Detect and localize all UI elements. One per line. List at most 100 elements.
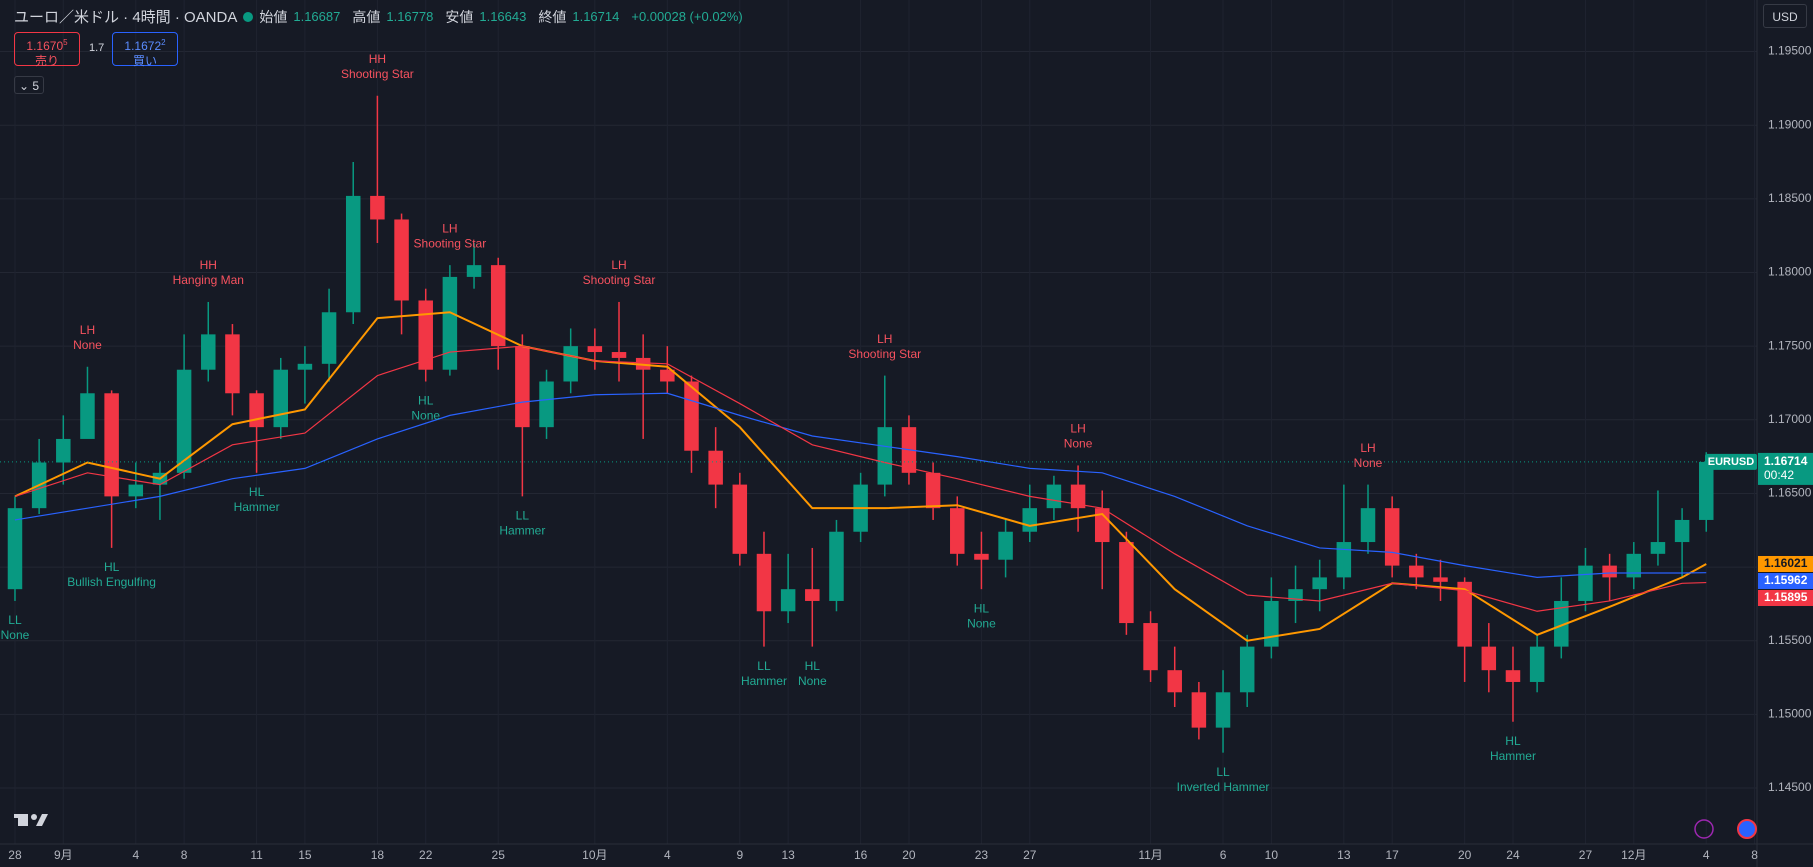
x-tick-label: 8 [1751,848,1758,862]
x-tick-label: 6 [1220,848,1227,862]
candle-body [1674,519,1690,543]
last-price-tag-bg [1758,452,1813,485]
ma-tag-bg [1758,572,1813,589]
candle-body [950,508,965,554]
candle-body [1626,553,1642,578]
candle-body [684,381,699,451]
y-tick-label: 1.16500 [1768,486,1812,500]
buy-button[interactable]: 1.16722 買い [112,32,178,68]
candle-body [1650,542,1666,554]
ma-tag: 1.15962 [1764,573,1808,587]
candle-body [201,334,216,370]
region-icon[interactable] [1737,819,1757,839]
swing-label: HL [974,601,990,615]
x-tick-label: 13 [781,848,795,862]
candle-body [829,531,844,601]
x-tick-label: 11月 [1138,848,1162,862]
alert-icon[interactable] [1694,819,1714,839]
pattern-label: None [411,409,440,423]
candle-body [1384,508,1400,566]
candle-body [466,265,482,277]
symbol-header: ユーロ／米ドル · 4時間 · OANDA 始値 1.16687 高値 1.1677… [14,6,749,27]
moving-average-line [14,311,1707,642]
candle-body [756,553,772,612]
candle-body [297,363,313,370]
pattern-label: None [73,338,102,352]
pattern-label: Hammer [499,524,545,538]
low-label: 安値 [445,8,474,25]
candle-body [1481,646,1497,671]
x-tick-label: 13 [1337,848,1351,862]
candle-body [1167,670,1182,693]
x-tick-label: 4 [132,848,139,862]
candle-body [273,369,289,428]
x-tick-label: 18 [371,848,385,862]
candle-body [1433,577,1448,582]
x-tick-label: 4 [1703,848,1710,862]
candle-body [1119,542,1134,624]
y-tick-label: 1.15000 [1768,707,1812,721]
pattern-label: None [1,628,30,642]
candle-body [1215,692,1231,728]
candle-body [176,369,192,473]
pattern-label: None [1354,456,1383,470]
pattern-label: Inverted Hammer [1177,780,1270,794]
pattern-label: Hammer [741,674,787,688]
buy-label: 買い [132,54,157,68]
swing-label: HH [369,52,386,66]
buy-pip: 2 [161,38,166,47]
ma-tag: 1.15895 [1764,590,1808,604]
pattern-label: None [798,674,827,688]
x-tick-label: 23 [975,848,989,862]
open-value: 1.16687 [293,9,341,24]
pattern-label: Hammer [1490,749,1536,763]
candle-body [104,393,119,497]
swing-label: LL [757,659,771,673]
sell-price: 1.1670 [26,39,64,53]
swing-label: LH [1360,441,1375,455]
candle-body [345,195,361,313]
currency: USD [1772,10,1798,24]
swing-label: LH [80,323,95,337]
candle-body [1022,508,1037,532]
x-tick-label: 12月 [1621,848,1646,862]
close-value: 1.16714 [572,9,620,24]
x-tick-label: 10 [1265,848,1279,862]
x-tick-label: 10月 [582,848,607,862]
candle-body [1264,600,1279,647]
indicators-toggle[interactable]: ⌄ 5 [14,76,44,94]
x-tick-label: 9 [736,848,743,862]
pattern-label: Bullish Engulfing [67,575,156,589]
candle-body [539,381,554,428]
symbol-title: ユーロ／米ドル · 4時間 · OANDA [14,9,238,26]
candle-body [1336,542,1352,578]
swing-label: HL [1505,734,1521,748]
swing-label: LH [877,332,892,346]
candle-body [490,265,506,347]
candle-body [1578,565,1593,601]
pattern-label: Shooting Star [414,236,487,250]
tv-logo [14,814,48,826]
candle-body [877,427,893,485]
swing-label: LH [442,221,457,235]
x-tick-label: 25 [492,848,506,862]
candle-body [442,276,458,370]
x-tick-label: 9月 [54,848,73,862]
candle-body [1699,461,1714,520]
sell-button[interactable]: 1.16705 売り [14,32,80,68]
candle-body [660,369,675,382]
candle-body [370,195,385,220]
sell-pip: 5 [63,38,68,47]
pattern-label: None [967,616,996,630]
currency-select[interactable]: USD [1763,4,1807,28]
x-tick-label: 11 [250,848,263,862]
y-tick-label: 1.15500 [1768,633,1812,647]
candle-body [128,484,144,497]
pattern-label: Hammer [234,500,280,514]
candle-body [1312,577,1327,590]
open-label: 始値 [259,8,288,25]
close-label: 終値 [538,8,567,25]
moving-average-line [14,345,1707,612]
x-tick-label: 22 [419,848,433,862]
candle-body [925,472,941,509]
